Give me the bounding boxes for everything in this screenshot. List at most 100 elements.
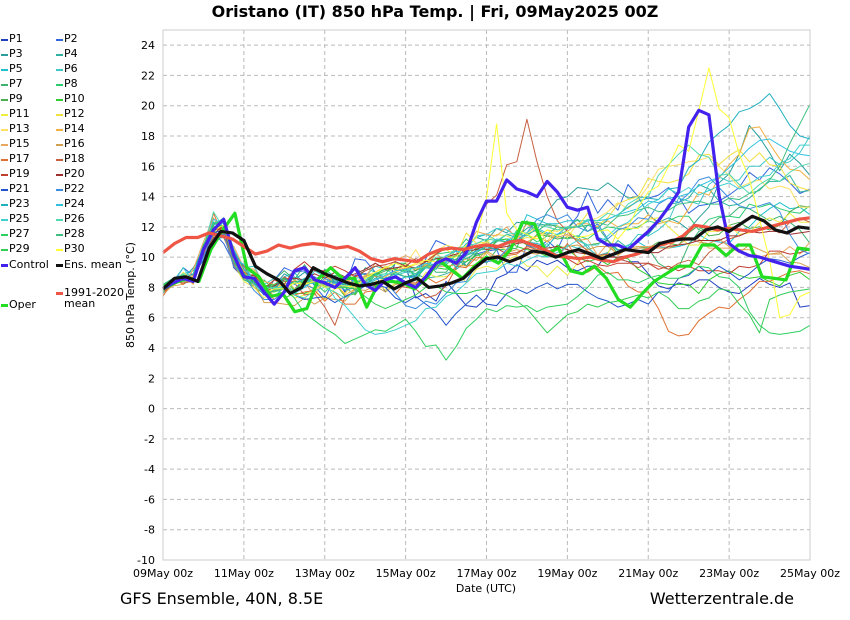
legend-swatch [1,249,8,251]
legend-swatch [1,159,8,161]
legend-swatch [1,39,8,41]
y-tick-label: 0 [148,403,155,416]
x-tick-label: 23May 00z [699,567,759,580]
legend-label: Control [9,258,49,271]
plot-frame [162,29,811,561]
legend-label: P14 [64,122,85,135]
legend-label: P19 [9,167,30,180]
legend-swatch [1,304,8,307]
legend-swatch [1,189,8,191]
y-tick-label: 2 [148,372,155,385]
y-tick-label: 6 [148,312,155,325]
legend-label: P29 [9,242,30,255]
legend-swatch [1,129,8,131]
x-tick-labels: 09May 00z 11May 00z 13May 00z 15May 00z 17Ma… [133,567,840,580]
model-info: GFS Ensemble, 40N, 8.5E [120,589,324,608]
legend-label: P22 [64,182,85,195]
x-tick-label: 21May 00z [618,567,678,580]
legend-swatch [56,189,63,191]
series-ens-mean [161,214,811,296]
highlight-series [161,108,811,314]
x-tick-label: 19May 00z [537,567,597,580]
y-axis-label: 850 hPa Temp. (°C) [124,242,137,348]
y-tick-label: -10 [137,554,155,567]
legend-label: P26 [64,212,85,225]
y-tick-label: -6 [144,493,155,506]
legend-swatch [56,204,63,206]
legend-label: P21 [9,182,30,195]
legend-label: P20 [64,167,85,180]
legend-label: P4 [64,47,78,60]
legend-label: 1991-2020 mean [64,286,124,310]
legend-label: P10 [64,92,85,105]
legend-swatch [1,204,8,206]
legend-swatch [56,114,63,116]
legend-label: P13 [9,122,30,135]
legend-label: P18 [64,152,85,165]
x-axis-label: Date (UTC) [456,582,516,595]
y-tick-label: 12 [141,221,155,234]
legend-label: P16 [64,137,85,150]
x-tick-label: 15May 00z [376,567,436,580]
legend-label: P30 [64,242,85,255]
legend-label: P24 [64,197,85,210]
legend-swatch [56,69,63,71]
legend-swatch [56,39,63,41]
y-tick-label: -8 [144,524,155,537]
legend-label: P28 [64,227,85,240]
y-tick-label: 10 [141,251,155,264]
series-control [162,108,811,306]
legend-label: P25 [9,212,30,225]
y-tick-label: 4 [148,342,155,355]
x-tick-label: 17May 00z [456,567,516,580]
legend-swatch [1,144,8,146]
legend-swatch [56,159,63,161]
y-tick-label: -4 [144,463,155,476]
source-credit: Wetterzentrale.de [649,589,794,608]
legend-label: P15 [9,137,30,150]
legend-label: P5 [9,62,23,75]
x-tick-label: 13May 00z [295,567,355,580]
series-p30 [162,67,811,319]
legend-label: P9 [9,92,23,105]
y-tick-label: -2 [144,433,155,446]
y-tick-label: 18 [141,130,155,143]
legend-swatch [1,234,8,236]
legend-swatch [56,234,63,236]
y-tick-label: 14 [141,191,155,204]
legend-swatch [1,54,8,56]
legend-label: Ens. mean [64,258,122,271]
legend-swatch [1,69,8,71]
series-p16 [162,235,811,307]
legend-label: P12 [64,107,85,120]
legend-swatch [1,264,8,267]
series-1991-2020-mean [162,216,811,264]
x-tick-label: 11May 00z [214,567,274,580]
series-p19 [162,233,811,293]
series-p29 [162,224,811,334]
legend-swatch [1,114,8,116]
legend-label: P3 [9,47,23,60]
legend-swatch [56,99,63,101]
legend-label: P2 [64,32,78,45]
y-tick-label: 8 [148,281,155,294]
x-tick-label: 09May 00z [133,567,193,580]
legend-swatch [56,174,63,176]
legend-label: P7 [9,77,23,90]
legend-swatch [56,249,63,251]
legend-swatch [56,84,63,86]
legend-swatch [1,84,8,86]
legend-swatch [56,129,63,131]
legend-label: P1 [9,32,23,45]
legend-label: P8 [64,77,78,90]
legend-swatch [56,219,63,221]
legend-label: P6 [64,62,78,75]
legend-label: P23 [9,197,30,210]
legend-swatch [56,264,63,267]
y-tick-label: 24 [141,39,155,52]
legend-label: P11 [9,107,30,120]
legend-label: P17 [9,152,30,165]
legend: P1 P2 P3 P4 P5 P6 P7 P8 P9 P10 P11 P12 P13 P14 P15 P16 P… [0,32,135,332]
